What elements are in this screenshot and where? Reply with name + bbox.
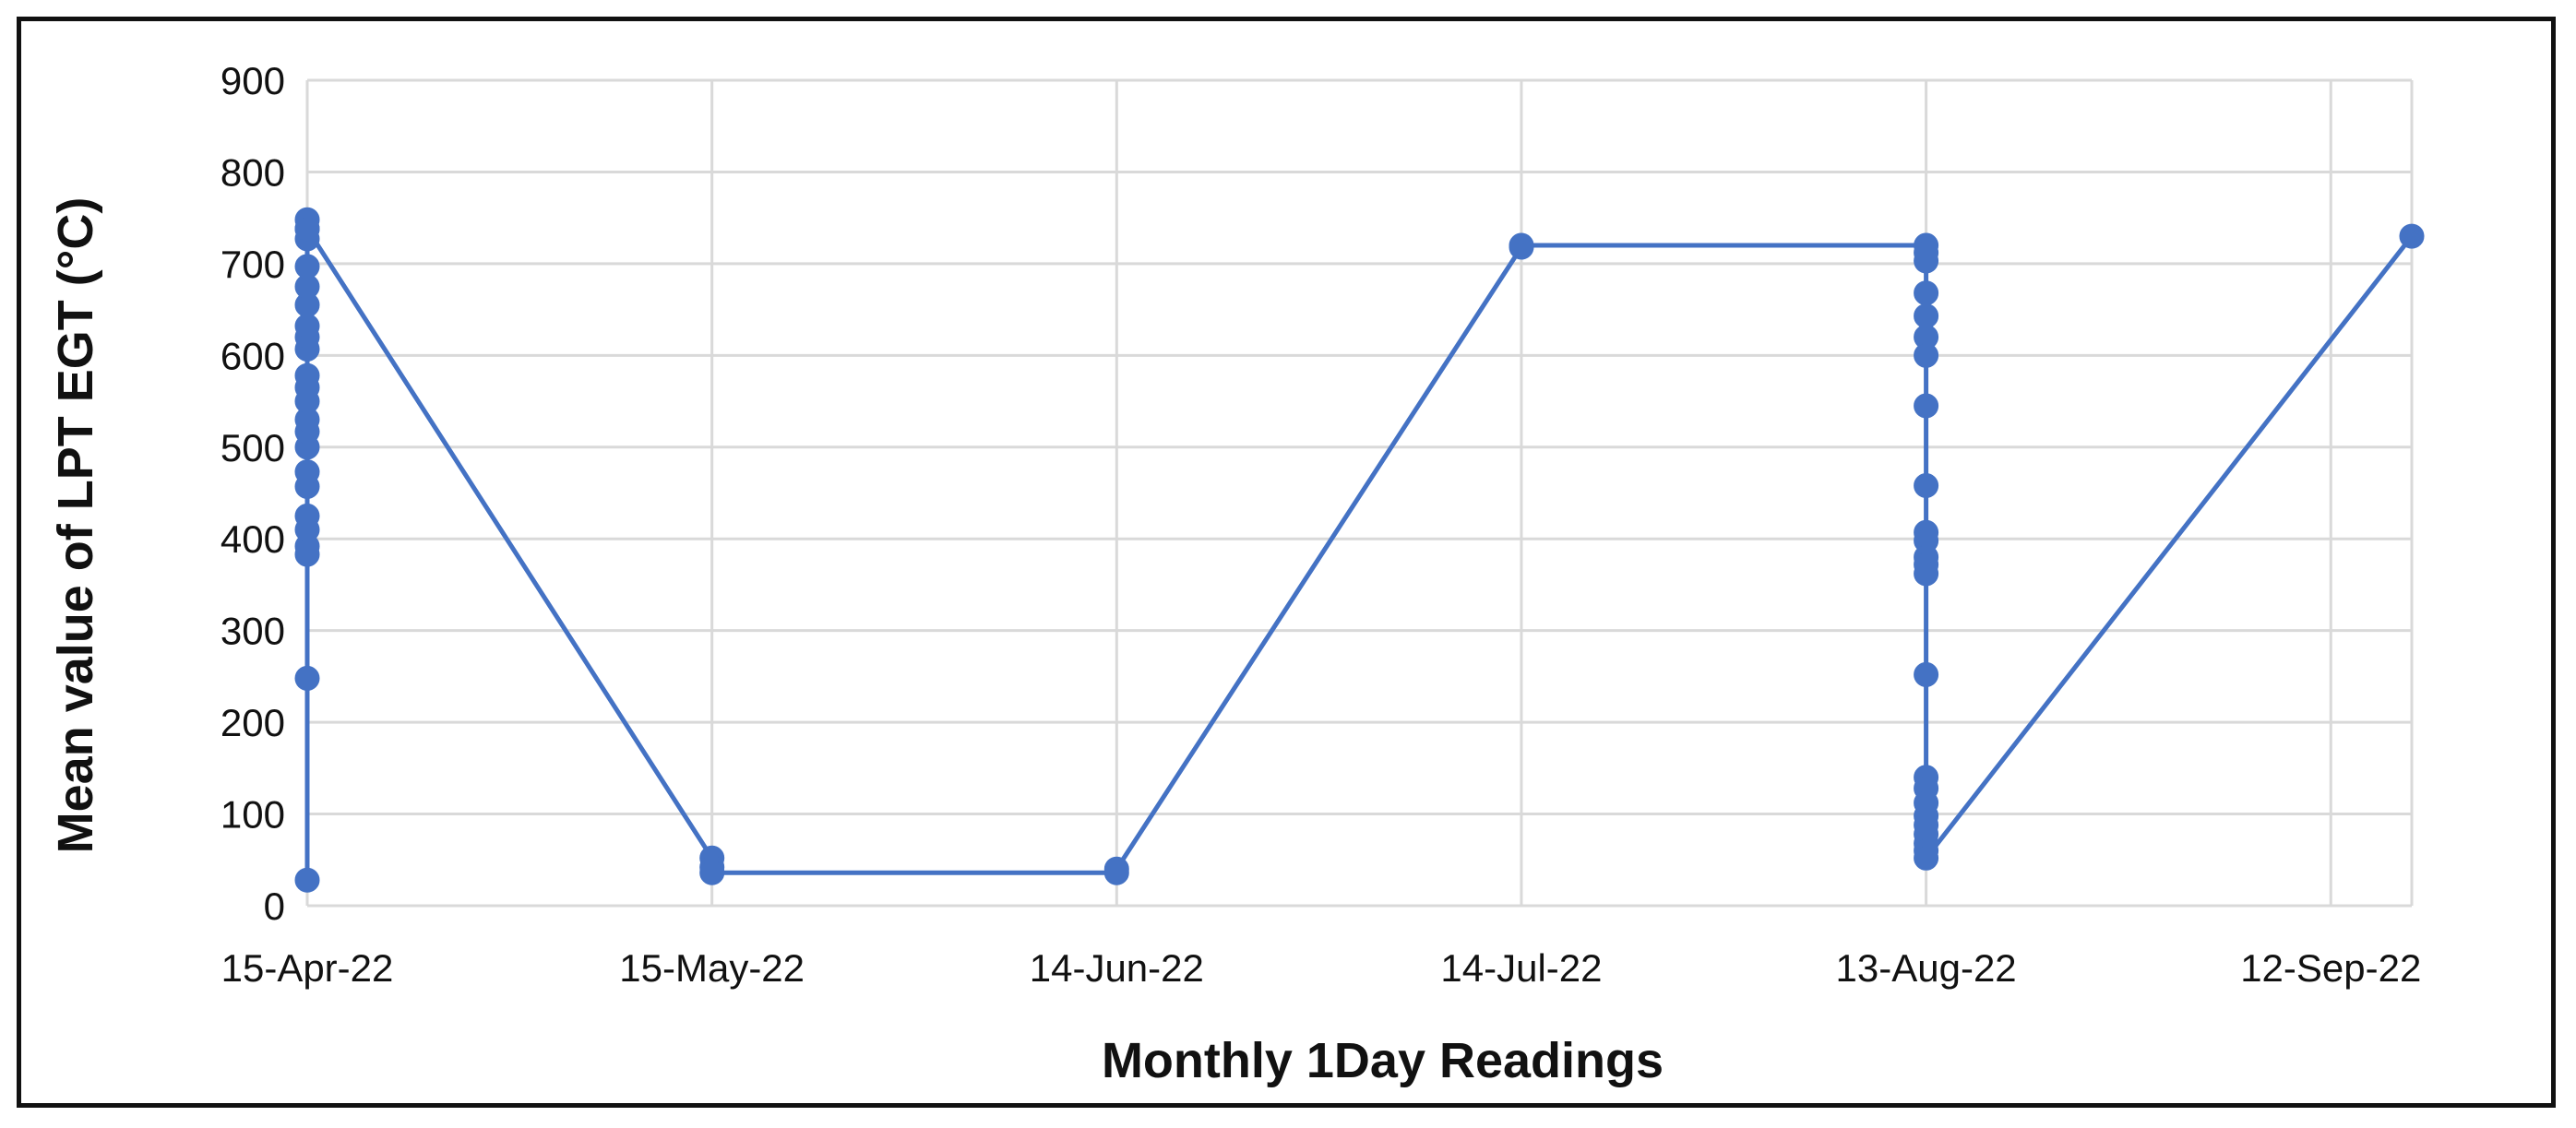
- data-point: [294, 216, 320, 242]
- series-line: [304, 217, 2415, 883]
- y-tick-label: 0: [264, 885, 285, 928]
- x-tick-label: 15-Apr-22: [221, 946, 394, 990]
- y-tick-label: 800: [221, 150, 285, 194]
- data-point: [1103, 856, 1129, 882]
- data-point: [1914, 473, 1939, 498]
- data-point: [1914, 280, 1939, 306]
- y-tick-label: 900: [221, 59, 285, 102]
- data-point: [294, 254, 320, 279]
- data-point: [294, 503, 320, 528]
- data-point: [1914, 561, 1939, 587]
- data-point: [699, 860, 725, 885]
- y-tick-label: 200: [221, 701, 285, 744]
- data-point: [294, 362, 320, 388]
- y-tick-label: 400: [221, 517, 285, 561]
- series-layer: [294, 207, 2425, 893]
- x-tick-label: 13-Aug-22: [1836, 946, 2017, 990]
- y-tick-label: 500: [221, 426, 285, 469]
- x-axis-title: Monthly 1Day Readings: [1102, 1033, 1664, 1088]
- y-tick-label: 100: [221, 793, 285, 837]
- data-point: [1914, 845, 1939, 871]
- x-tick-label: 14-Jul-22: [1440, 946, 1602, 990]
- data-point: [294, 459, 320, 485]
- y-axis-title: Mean value of LPT EGT (°C): [48, 197, 103, 854]
- data-point: [1914, 661, 1939, 687]
- data-point: [1914, 393, 1939, 419]
- chart-frame: [17, 17, 2556, 1108]
- y-tick-labels: 0 100 200 300 400 500 600 700 800 900: [221, 59, 285, 928]
- data-point: [2399, 223, 2425, 249]
- data-point: [294, 665, 320, 691]
- grid-layer: [305, 78, 2414, 908]
- x-tick-label: 12-Sep-22: [2240, 946, 2421, 990]
- x-tick-label: 15-May-22: [619, 946, 805, 990]
- data-point: [1914, 342, 1939, 368]
- data-point: [1914, 303, 1939, 329]
- x-tick-labels: 15-Apr-22 15-May-22 14-Jun-22 14-Jul-22 13-A…: [221, 946, 2422, 990]
- data-point: [1509, 232, 1534, 258]
- data-point: [1914, 248, 1939, 274]
- y-tick-label: 600: [221, 334, 285, 377]
- x-tick-label: 14-Jun-22: [1030, 946, 1204, 990]
- data-point: [294, 867, 320, 893]
- y-tick-label: 700: [221, 243, 285, 286]
- y-tick-label: 300: [221, 610, 285, 653]
- data-point: [294, 314, 320, 338]
